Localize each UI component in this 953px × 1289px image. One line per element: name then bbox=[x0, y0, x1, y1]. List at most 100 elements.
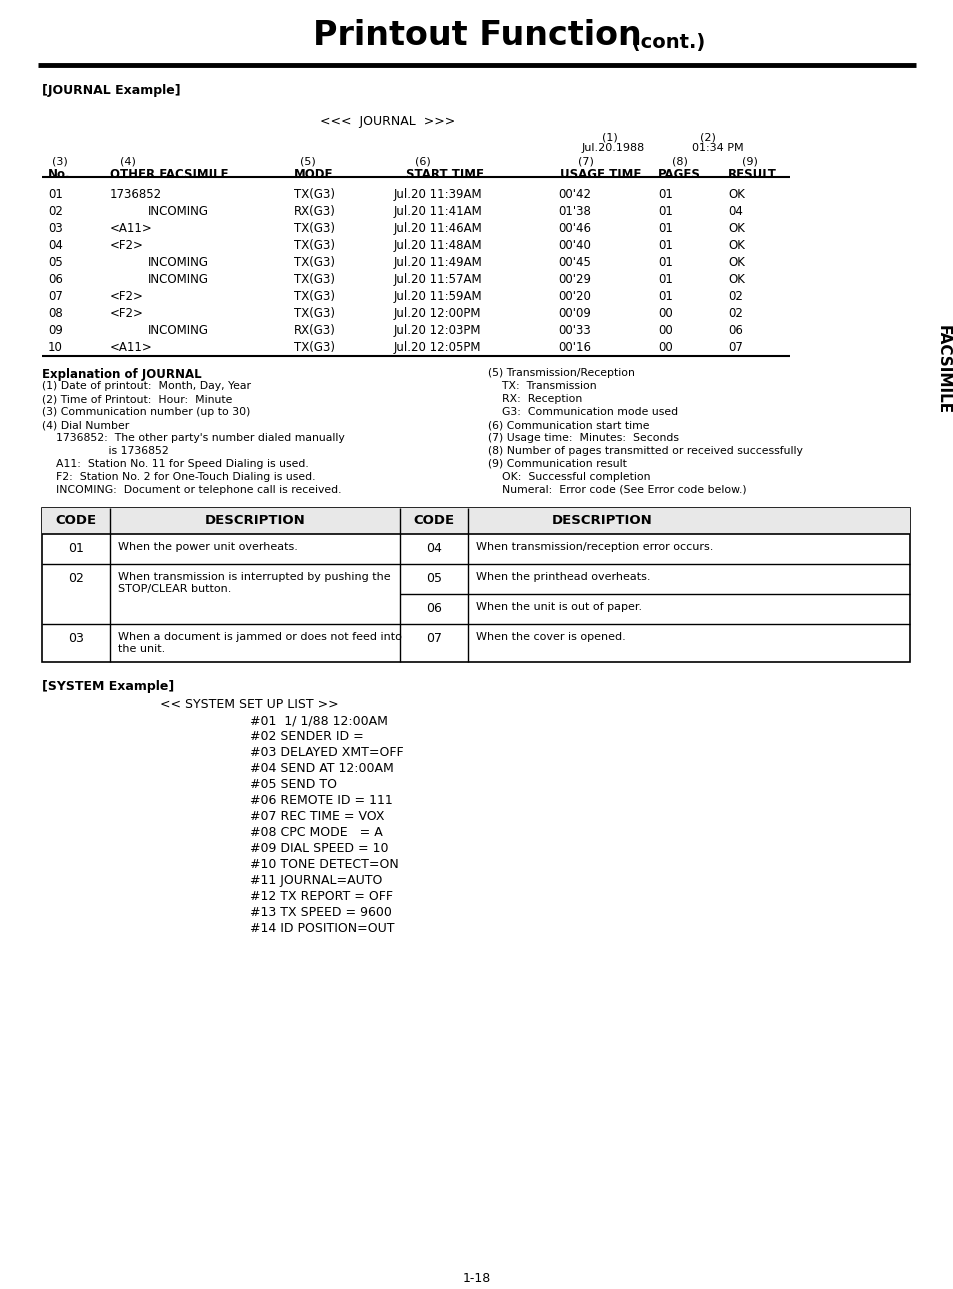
Text: INCOMING: INCOMING bbox=[148, 273, 209, 286]
Text: <F2>: <F2> bbox=[110, 290, 144, 303]
Text: A11:  Station No. 11 for Speed Dialing is used.: A11: Station No. 11 for Speed Dialing is… bbox=[42, 459, 309, 469]
Text: <F2>: <F2> bbox=[110, 307, 144, 320]
Text: Jul.20 11:57AM: Jul.20 11:57AM bbox=[394, 273, 482, 286]
Text: 05: 05 bbox=[426, 572, 441, 585]
Text: When transmission is interrupted by pushing the: When transmission is interrupted by push… bbox=[118, 572, 390, 583]
Text: 08: 08 bbox=[48, 307, 63, 320]
Text: 01: 01 bbox=[658, 257, 672, 269]
Text: #13 TX SPEED = 9600: #13 TX SPEED = 9600 bbox=[230, 906, 392, 919]
Text: 09: 09 bbox=[48, 324, 63, 336]
Text: (6) Communication start time: (6) Communication start time bbox=[488, 420, 649, 431]
Text: (8) Number of pages transmitted or received successfully: (8) Number of pages transmitted or recei… bbox=[488, 446, 802, 456]
Text: (1) Date of printout:  Month, Day, Year: (1) Date of printout: Month, Day, Year bbox=[42, 382, 251, 391]
Text: [SYSTEM Example]: [SYSTEM Example] bbox=[42, 681, 174, 693]
Text: OK:  Successful completion: OK: Successful completion bbox=[488, 472, 650, 482]
Bar bbox=[42, 508, 909, 534]
Text: RX(G3): RX(G3) bbox=[294, 205, 335, 218]
Text: 01: 01 bbox=[658, 222, 672, 235]
Text: 01: 01 bbox=[68, 541, 84, 556]
Text: INCOMING: INCOMING bbox=[148, 257, 209, 269]
Text: Jul.20 11:46AM: Jul.20 11:46AM bbox=[394, 222, 482, 235]
Text: When the printhead overheats.: When the printhead overheats. bbox=[476, 572, 650, 583]
Text: TX(G3): TX(G3) bbox=[294, 307, 335, 320]
Text: 01: 01 bbox=[658, 290, 672, 303]
Text: RX(G3): RX(G3) bbox=[294, 324, 335, 336]
Text: #09 DIAL SPEED = 10: #09 DIAL SPEED = 10 bbox=[230, 842, 388, 855]
Text: 00: 00 bbox=[658, 324, 672, 336]
Text: 03: 03 bbox=[48, 222, 63, 235]
Text: <A11>: <A11> bbox=[110, 342, 152, 354]
Text: F2:  Station No. 2 for One-Touch Dialing is used.: F2: Station No. 2 for One-Touch Dialing … bbox=[42, 472, 315, 482]
Text: 1736852:  The other party's number dialed manually: 1736852: The other party's number dialed… bbox=[42, 433, 344, 443]
Text: 04: 04 bbox=[48, 238, 63, 253]
Text: 01:34 PM: 01:34 PM bbox=[691, 143, 742, 153]
Text: Printout Function: Printout Function bbox=[313, 19, 640, 52]
Text: INCOMING:  Document or telephone call is received.: INCOMING: Document or telephone call is … bbox=[42, 485, 341, 495]
Text: 03: 03 bbox=[68, 632, 84, 644]
Text: OTHER FACSIMILE: OTHER FACSIMILE bbox=[110, 168, 229, 180]
Text: #06 REMOTE ID = 111: #06 REMOTE ID = 111 bbox=[230, 794, 393, 807]
Text: USAGE TIME: USAGE TIME bbox=[559, 168, 640, 180]
Text: START TIME: START TIME bbox=[406, 168, 483, 180]
Text: TX(G3): TX(G3) bbox=[294, 188, 335, 201]
Text: When the power unit overheats.: When the power unit overheats. bbox=[118, 541, 297, 552]
Text: INCOMING: INCOMING bbox=[148, 205, 209, 218]
Text: Jul.20 11:49AM: Jul.20 11:49AM bbox=[394, 257, 482, 269]
Text: is 1736852: is 1736852 bbox=[42, 446, 169, 456]
Text: OK: OK bbox=[727, 222, 744, 235]
Text: Jul.20 12:03PM: Jul.20 12:03PM bbox=[394, 324, 481, 336]
Text: (8): (8) bbox=[671, 156, 687, 166]
Text: 04: 04 bbox=[426, 541, 441, 556]
Text: MODE: MODE bbox=[294, 168, 334, 180]
Text: 06: 06 bbox=[426, 602, 441, 615]
Text: TX(G3): TX(G3) bbox=[294, 257, 335, 269]
Text: (4): (4) bbox=[120, 156, 135, 166]
Text: #08 CPC MODE   = A: #08 CPC MODE = A bbox=[230, 826, 382, 839]
Text: (9) Communication result: (9) Communication result bbox=[488, 459, 626, 469]
Text: #01  1/ 1/88 12:00AM: #01 1/ 1/88 12:00AM bbox=[230, 714, 388, 727]
Text: << SYSTEM SET UP LIST >>: << SYSTEM SET UP LIST >> bbox=[160, 699, 338, 712]
Text: #02 SENDER ID =: #02 SENDER ID = bbox=[230, 730, 363, 742]
Text: When the unit is out of paper.: When the unit is out of paper. bbox=[476, 602, 641, 612]
Text: #07 REC TIME = VOX: #07 REC TIME = VOX bbox=[230, 809, 384, 822]
Text: Numeral:  Error code (See Error code below.): Numeral: Error code (See Error code belo… bbox=[488, 485, 746, 495]
Text: 01: 01 bbox=[658, 205, 672, 218]
Text: TX:  Transmission: TX: Transmission bbox=[488, 382, 596, 391]
Text: STOP/CLEAR button.: STOP/CLEAR button. bbox=[118, 584, 232, 594]
Text: OK: OK bbox=[727, 238, 744, 253]
Text: TX(G3): TX(G3) bbox=[294, 342, 335, 354]
Text: #14 ID POSITION=OUT: #14 ID POSITION=OUT bbox=[230, 922, 395, 935]
Text: the unit.: the unit. bbox=[118, 644, 165, 654]
Text: 00'33: 00'33 bbox=[558, 324, 590, 336]
Text: DESCRIPTION: DESCRIPTION bbox=[204, 514, 305, 527]
Text: (9): (9) bbox=[741, 156, 757, 166]
Text: Jul.20 11:59AM: Jul.20 11:59AM bbox=[394, 290, 482, 303]
Text: 00'45: 00'45 bbox=[558, 257, 590, 269]
Text: (3) Communication number (up to 30): (3) Communication number (up to 30) bbox=[42, 407, 250, 418]
Text: (3): (3) bbox=[52, 156, 68, 166]
Text: OK: OK bbox=[727, 273, 744, 286]
Text: 00'42: 00'42 bbox=[558, 188, 590, 201]
Text: <A11>: <A11> bbox=[110, 222, 152, 235]
Text: 07: 07 bbox=[727, 342, 742, 354]
Text: TX(G3): TX(G3) bbox=[294, 290, 335, 303]
Text: 00'09: 00'09 bbox=[558, 307, 590, 320]
Text: 01: 01 bbox=[658, 238, 672, 253]
Text: CODE: CODE bbox=[55, 514, 96, 527]
Text: When the cover is opened.: When the cover is opened. bbox=[476, 632, 625, 642]
Text: (5): (5) bbox=[299, 156, 315, 166]
Text: 00'40: 00'40 bbox=[558, 238, 590, 253]
Text: FACSIMILE: FACSIMILE bbox=[935, 325, 949, 415]
Text: 01: 01 bbox=[48, 188, 63, 201]
Text: When transmission/reception error occurs.: When transmission/reception error occurs… bbox=[476, 541, 713, 552]
Text: (7): (7) bbox=[578, 156, 594, 166]
Text: 06: 06 bbox=[48, 273, 63, 286]
Text: RX:  Reception: RX: Reception bbox=[488, 394, 581, 403]
Text: When a document is jammed or does not feed into: When a document is jammed or does not fe… bbox=[118, 632, 401, 642]
Text: #12 TX REPORT = OFF: #12 TX REPORT = OFF bbox=[230, 889, 393, 904]
Text: #11 JOURNAL=AUTO: #11 JOURNAL=AUTO bbox=[230, 874, 382, 887]
Text: DESCRIPTION: DESCRIPTION bbox=[551, 514, 652, 527]
Text: 06: 06 bbox=[727, 324, 742, 336]
Bar bbox=[42, 508, 909, 663]
Text: OK: OK bbox=[727, 257, 744, 269]
